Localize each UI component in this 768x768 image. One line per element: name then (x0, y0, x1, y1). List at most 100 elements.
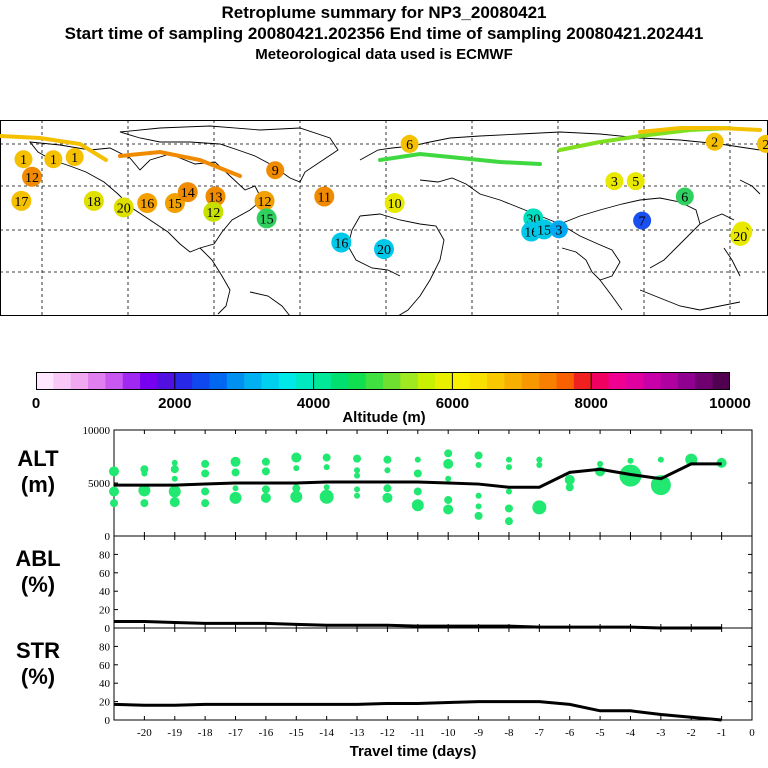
sampling-times: Start time of sampling 20080421.202356 E… (64, 24, 704, 43)
plume-label: 15 (260, 212, 274, 227)
panel-frame (113, 627, 753, 721)
colorbar-cell (226, 372, 245, 390)
alt-point (443, 458, 454, 469)
x-tick-label: -18 (198, 727, 213, 739)
alt-point (230, 456, 241, 467)
y-tick-label: 0 (105, 531, 111, 543)
alt-point (168, 485, 181, 498)
plume-label: 12 (258, 195, 272, 210)
plume-label: 12 (206, 206, 220, 221)
alt-point (627, 457, 634, 464)
alt-point (504, 504, 513, 513)
plume-label: 10 (388, 197, 402, 212)
plume-label: 7 (639, 215, 646, 230)
alt-point (291, 452, 302, 463)
met-data-note: Meteorological data used is ECMWF (255, 46, 513, 63)
alt-point (411, 499, 424, 512)
plume-label: 14 (181, 186, 195, 201)
alt-point (261, 457, 270, 466)
panel-label: (%) (21, 664, 55, 689)
alt-point (201, 459, 210, 468)
plume-label: 1 (71, 151, 78, 166)
panel-label: ALT (17, 446, 59, 471)
alt-point (354, 492, 361, 499)
colorbar-tick-label: 4000 (297, 395, 330, 412)
colorbar-cell (417, 372, 436, 390)
plume-label: 15 (537, 223, 551, 238)
colorbar-cell (209, 372, 228, 390)
colorbar-cells (36, 372, 730, 390)
plume-marker (331, 232, 352, 253)
x-tick-label: -20 (137, 727, 152, 739)
plume-label: 16 (140, 197, 154, 212)
alt-point (229, 491, 242, 504)
alt-point (140, 465, 149, 474)
plume-marker (113, 197, 134, 218)
plume-label: 20 (117, 201, 131, 216)
x-tick-label: -17 (228, 727, 243, 739)
alt-point (414, 456, 421, 463)
colorbar-cell (695, 372, 714, 390)
alt-point (505, 464, 512, 471)
colorbar-cell (591, 372, 610, 390)
alt-point (110, 499, 118, 508)
x-tick-label: -11 (411, 727, 425, 739)
alt-point (323, 464, 330, 471)
colorbar-cell (383, 372, 401, 390)
plume-marker (83, 190, 104, 211)
plume-label: 15 (168, 197, 182, 212)
plume-marker (22, 166, 42, 187)
panel-label: ABL (15, 546, 60, 571)
alt-point (383, 484, 392, 493)
colorbar-cell (348, 372, 367, 390)
alt-point (261, 467, 270, 476)
colorbar-cell (157, 372, 176, 390)
alt-point (171, 459, 178, 466)
alt-point (444, 495, 453, 504)
plume-label: 1 (20, 153, 27, 168)
alt-point (444, 449, 453, 458)
plume-label: 3 (611, 175, 618, 190)
alt-point (564, 474, 575, 485)
plume-marker (374, 239, 394, 260)
colorbar-cell (122, 372, 141, 390)
alt-point (475, 492, 482, 499)
x-tick-label: -12 (380, 727, 395, 739)
alt-point (505, 488, 512, 495)
x-tick-label: -5 (596, 727, 606, 739)
plume-label: 17 (14, 195, 28, 210)
alt-point (597, 460, 604, 467)
plume-marker (633, 211, 652, 230)
alt-point (650, 475, 671, 496)
alt-point (140, 499, 149, 508)
colorbar-cell (400, 372, 419, 390)
plume-label: 9 (272, 164, 279, 179)
alt-point (261, 485, 270, 494)
panel-frame (113, 535, 753, 629)
colorbar-cell (625, 372, 644, 390)
colorbar-cell (36, 372, 54, 390)
x-axis-title: Travel time (days) (350, 743, 477, 760)
alt-point (382, 492, 393, 503)
x-tick-label: -3 (656, 727, 666, 739)
plume-label: 20 (733, 230, 747, 245)
alt-point (536, 461, 543, 468)
colorbar-tick-label: 0 (32, 395, 40, 412)
plume-marker (400, 134, 419, 153)
x-tick-label: -14 (319, 727, 334, 739)
plume-label: 16 (334, 236, 348, 251)
colorbar-cell (105, 372, 124, 390)
plume-label: 20 (377, 243, 391, 258)
plume-marker (534, 219, 554, 240)
colorbar-label: Altitude (m) (342, 409, 425, 426)
colorbar-cell (521, 372, 540, 390)
plume-marker (254, 190, 275, 211)
alt-point (536, 456, 543, 463)
alt-point (201, 469, 210, 478)
colorbar-cell (53, 372, 72, 390)
x-tick-label: -10 (441, 727, 456, 739)
plume-label: 18 (87, 195, 101, 210)
